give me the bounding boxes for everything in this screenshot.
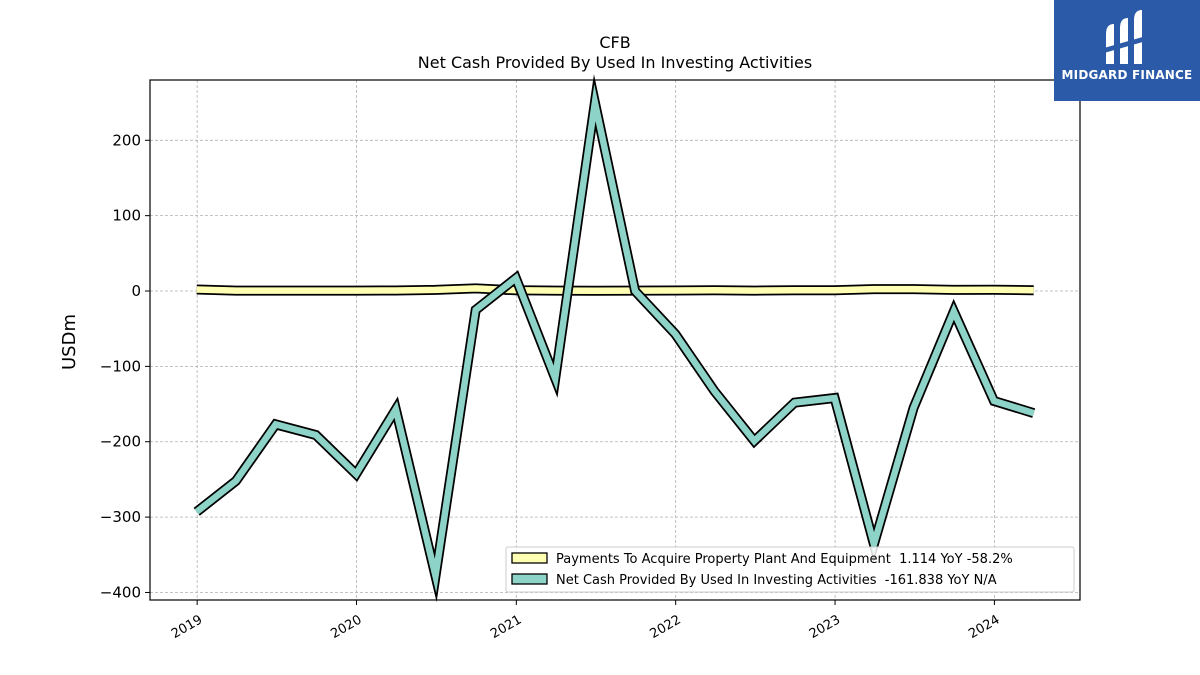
x-tick-label: 2019 [169, 612, 205, 642]
x-tick-label: 2020 [328, 612, 364, 642]
y-tick-label: −400 [100, 583, 141, 601]
series-line-1 [194, 84, 1035, 593]
y-tick-label: 100 [112, 207, 141, 225]
series-line-0 [196, 285, 1034, 295]
series-layer [193, 74, 1036, 603]
legend-label-ppe: Payments To Acquire Property Plant And E… [556, 552, 1013, 567]
y-tick-label: −200 [100, 433, 141, 451]
legend-swatch-investing [511, 573, 548, 585]
series-outline-1 [193, 74, 1036, 603]
legend-box [505, 546, 1075, 593]
x-tick-label: 2024 [966, 612, 1002, 642]
x-tick-label: 2022 [648, 612, 684, 642]
legend: Payments To Acquire Property Plant And E… [505, 546, 1075, 593]
y-axis-label: USDm [59, 314, 80, 370]
legend-label-investing: Net Cash Provided By Used In Investing A… [556, 573, 997, 588]
brand-logo: MIDGARD FINANCE [1054, 0, 1200, 101]
x-tick-label: 2023 [807, 612, 843, 642]
y-tick-label: −100 [100, 357, 141, 375]
plot-frame [149, 79, 1081, 601]
midgard-logo-icon [1104, 10, 1146, 64]
x-tick-label: 2021 [488, 612, 524, 642]
y-tick-label: −300 [100, 508, 141, 526]
brand-name: MIDGARD FINANCE [1061, 68, 1193, 82]
y-tick-label: 0 [131, 282, 141, 300]
y-tick-label: 200 [112, 131, 141, 149]
chart-subtitle: Net Cash Provided By Used In Investing A… [418, 53, 812, 72]
legend-swatch-ppe [511, 552, 548, 564]
chart-title: CFB [599, 33, 630, 52]
